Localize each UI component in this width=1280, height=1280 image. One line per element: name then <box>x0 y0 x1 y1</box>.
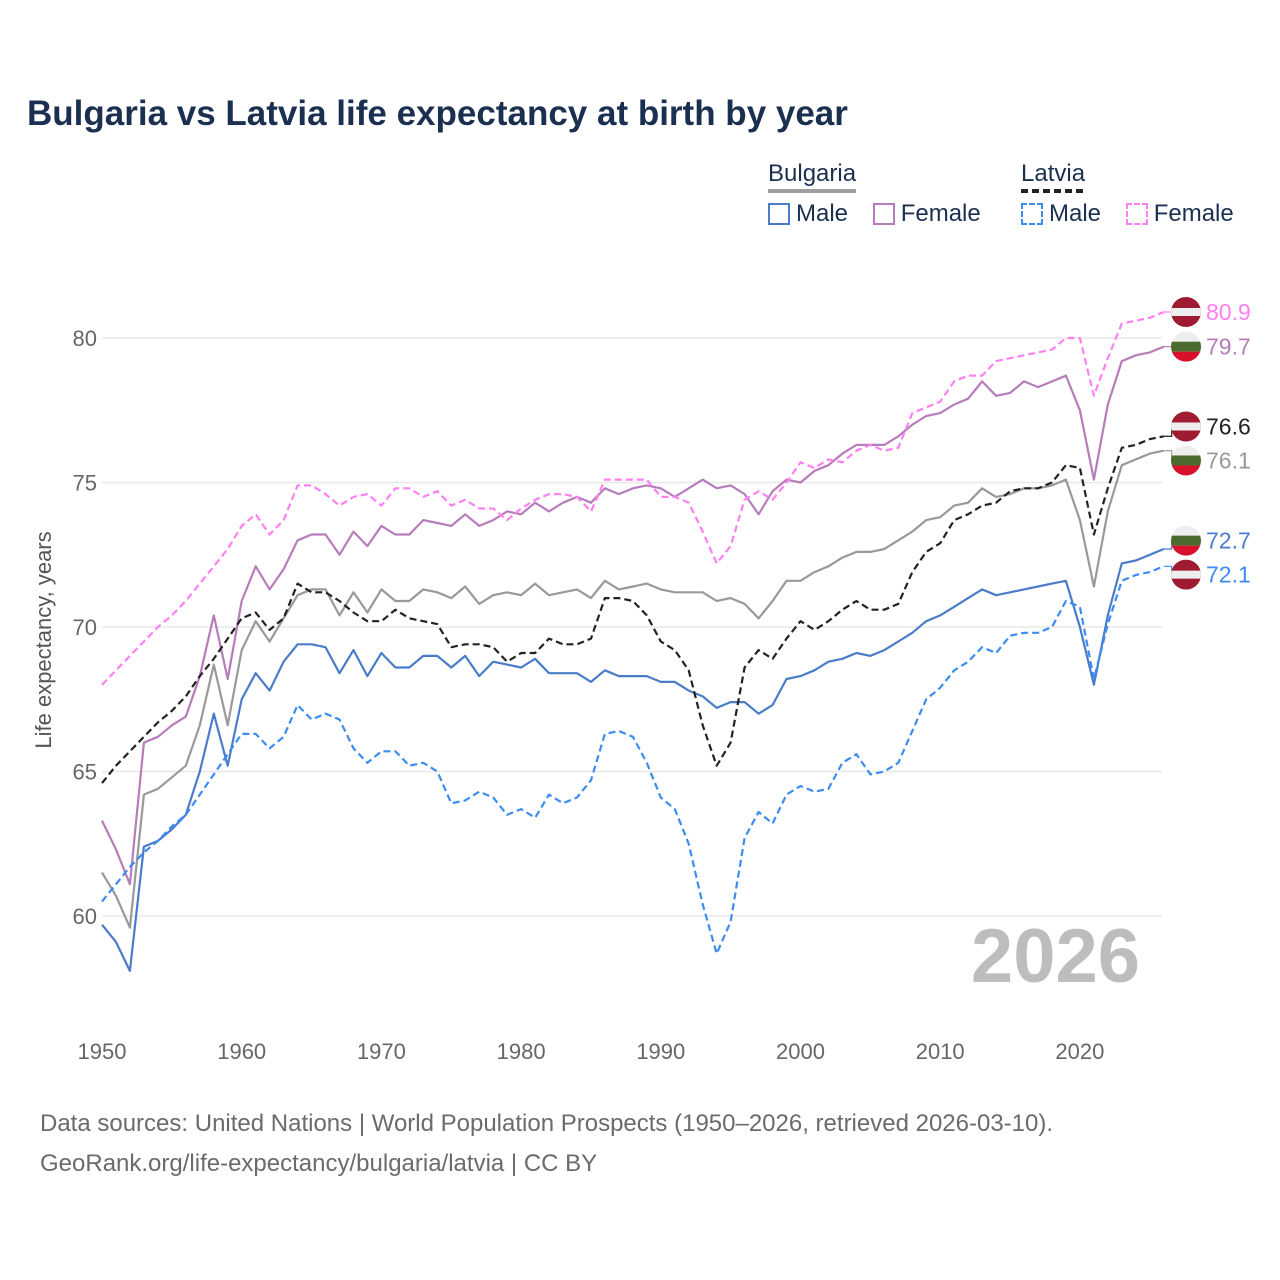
legend-group-latvia: Latvia Male Female <box>1021 160 1252 232</box>
chart-title: Bulgaria vs Latvia life expectancy at bi… <box>27 94 848 133</box>
y-tick-label: 70 <box>73 615 97 640</box>
end-value-label: 72.1 <box>1206 562 1251 588</box>
legend-group-bulgaria: Bulgaria Male Female <box>768 160 999 232</box>
flag-stripe <box>1171 445 1201 456</box>
flag-stripes <box>1171 525 1201 556</box>
bulgaria-flag-icon <box>1171 331 1201 362</box>
legend-swatch <box>1021 203 1043 225</box>
legend-item-bulgaria-female[interactable]: Female <box>872 200 981 228</box>
x-tick-label: 2000 <box>776 1039 825 1064</box>
flag-stripes <box>1171 411 1201 442</box>
end-value-label: 80.9 <box>1206 299 1251 325</box>
flag-stripe <box>1171 535 1201 546</box>
flag-stripe <box>1171 422 1201 431</box>
flag-stripe <box>1171 331 1201 342</box>
y-tick-label: 65 <box>73 760 97 785</box>
latvia-flag-icon <box>1171 411 1201 442</box>
end-label-bulgaria: 76.1 <box>1163 445 1251 476</box>
legend-label: Female <box>900 200 981 227</box>
y-axis-label: Life expectancy, years <box>31 531 56 748</box>
flag-stripes <box>1171 296 1201 327</box>
x-tick-label: 2010 <box>916 1039 965 1064</box>
series-line-latvia-female <box>101 310 1165 686</box>
footer: Data sources: United Nations | World Pop… <box>40 1104 1053 1184</box>
legend-item-latvia-male[interactable]: Male <box>1021 200 1101 228</box>
end-label-bulgaria-male: 72.7 <box>1163 525 1251 556</box>
series-line-latvia-male <box>101 565 1165 955</box>
end-label-latvia-male: 72.1 <box>1163 559 1251 590</box>
x-tick-label: 1980 <box>497 1039 546 1064</box>
legend-swatch <box>1125 203 1148 225</box>
flag-stripes <box>1171 331 1201 362</box>
latvia-flag-icon <box>1171 296 1201 327</box>
end-value-label: 79.7 <box>1206 334 1251 360</box>
x-tick-label: 1960 <box>217 1039 266 1064</box>
flag-stripe <box>1171 341 1201 352</box>
x-axis-ticks: 1950 1960 1970 1980 1990 2000 2010 2020 <box>78 1039 1105 1064</box>
flag-stripe <box>1171 351 1201 362</box>
legend-title-label: Latvia <box>1021 160 1086 187</box>
y-axis-ticks: 60 65 70 75 80 <box>73 326 97 929</box>
end-label-latvia: 76.6 <box>1163 411 1251 442</box>
flag-stripe <box>1171 455 1201 466</box>
x-tick-label: 1950 <box>78 1039 127 1064</box>
legend-solid-line-sample <box>768 189 857 193</box>
x-tick-label: 2020 <box>1055 1039 1104 1064</box>
latvia-flag-icon <box>1171 559 1201 590</box>
series-line-latvia <box>101 435 1164 784</box>
y-tick-label: 80 <box>73 326 97 351</box>
source-link[interactable]: GeoRank.org/life-expectancy/bulgaria/lat… <box>40 1150 598 1177</box>
data-source-note: Data sources: United Nations | World Pop… <box>40 1110 1054 1137</box>
end-label-bulgaria-female: 79.7 <box>1163 331 1251 362</box>
flag-stripe <box>1171 465 1201 476</box>
legend-label: Male <box>796 200 849 227</box>
x-tick-label: 1990 <box>636 1039 685 1064</box>
year-watermark: 2026 <box>971 914 1140 999</box>
end-value-label: 72.7 <box>1206 528 1251 554</box>
legend-label: Female <box>1153 200 1234 227</box>
flag-stripe <box>1171 570 1201 579</box>
end-value-label: 76.6 <box>1206 413 1251 439</box>
legend-item-bulgaria-male[interactable]: Male <box>768 200 848 228</box>
legend-dashed-line-sample <box>1021 189 1086 193</box>
x-tick-label: 1970 <box>357 1039 406 1064</box>
end-labels: 80.9 79.7 76.6 76.1 72.7 72.1 <box>1163 296 1251 590</box>
flag-stripe <box>1171 545 1201 556</box>
flag-stripes <box>1171 559 1201 590</box>
bulgaria-flag-icon <box>1171 525 1201 556</box>
end-label-latvia-female: 80.9 <box>1163 296 1251 327</box>
legend-title-label: Bulgaria <box>768 160 857 187</box>
y-tick-label: 75 <box>73 471 97 496</box>
legend-swatch <box>872 203 895 225</box>
series-lines <box>101 310 1165 973</box>
flag-stripe <box>1171 525 1201 536</box>
legend-swatch <box>768 203 790 225</box>
legend-label: Male <box>1049 200 1102 227</box>
flag-stripes <box>1171 445 1201 476</box>
series-line-bulgaria-male <box>101 547 1165 973</box>
legend-title-bulgaria[interactable]: Bulgaria <box>768 160 857 194</box>
end-value-label: 76.1 <box>1206 447 1251 473</box>
series-line-bulgaria <box>101 449 1164 929</box>
legend-item-latvia-female[interactable]: Female <box>1125 200 1234 228</box>
y-tick-label: 60 <box>73 904 97 929</box>
bulgaria-flag-icon <box>1171 445 1201 476</box>
flag-stripe <box>1171 307 1201 316</box>
series-line-bulgaria-female <box>101 345 1165 886</box>
legend-title-latvia[interactable]: Latvia <box>1021 160 1086 194</box>
